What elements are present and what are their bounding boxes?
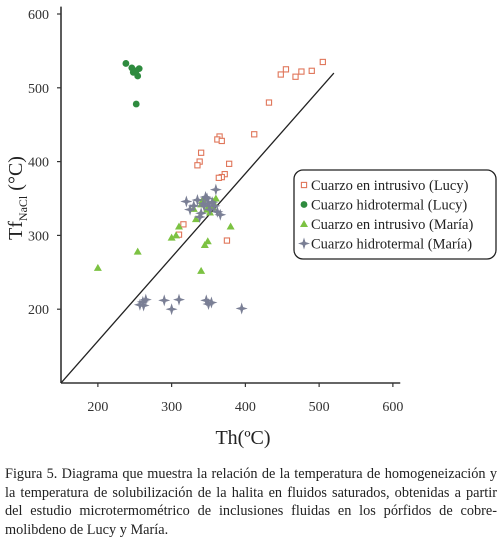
x-tick-label: 500: [309, 400, 330, 415]
data-point: [132, 100, 140, 108]
data-points: [93, 58, 326, 316]
data-point: [203, 237, 212, 245]
data-point: [211, 194, 220, 202]
data-point: [209, 183, 222, 196]
data-point: [139, 293, 152, 306]
y-tick-label: 200: [28, 303, 49, 318]
data-point: [208, 199, 221, 212]
legend-label: Cuarzo hidrotermal (Lucy): [311, 198, 467, 214]
data-point: [93, 263, 102, 271]
data-point: [191, 193, 204, 206]
data-point: [282, 66, 290, 73]
data-point: [214, 208, 227, 221]
data-point: [173, 293, 185, 306]
data-point: [251, 131, 258, 138]
data-point: [198, 195, 207, 203]
x-tick-label: 600: [382, 400, 403, 415]
data-point: [194, 162, 201, 169]
data-point: [197, 149, 205, 156]
y-tick-label: 500: [28, 82, 49, 97]
data-point: [198, 199, 211, 212]
data-point: [308, 67, 315, 74]
legend-marker: [298, 237, 310, 250]
x-tick-label: 300: [161, 400, 182, 415]
scatter-chart: 200 300 400 500 600 200 300 400 500 600 Cuarzo en…: [5, 6, 497, 449]
data-point: [133, 247, 142, 255]
data-point: [135, 65, 143, 73]
data-point: [205, 296, 218, 309]
data-point: [191, 215, 200, 223]
data-point: [193, 210, 206, 223]
data-point: [223, 237, 231, 244]
data-point: [158, 294, 171, 307]
data-point: [197, 266, 206, 274]
y-tick-label: 400: [28, 156, 49, 171]
data-point: [180, 221, 187, 228]
legend-marker: [300, 181, 308, 189]
legend: Cuarzo en intrusivo (Lucy) Cuarzo hidrote…: [293, 169, 497, 260]
legend-label: Cuarzo en intrusivo (Lucy): [311, 178, 469, 194]
data-point: [277, 71, 284, 78]
data-point: [215, 174, 222, 181]
data-point: [137, 299, 150, 312]
diagonal-line: [60, 72, 335, 384]
data-point: [122, 60, 130, 67]
data-point: [134, 72, 142, 80]
data-point: [319, 58, 326, 66]
legend-label: Cuarzo en intrusivo (María): [311, 217, 473, 233]
data-point: [200, 240, 209, 248]
data-point: [167, 233, 176, 241]
series-4: [133, 183, 248, 316]
legend-marker: [300, 201, 308, 208]
x-tick-label: 200: [87, 400, 108, 415]
data-point: [201, 192, 214, 205]
series-1: [175, 58, 326, 244]
data-point: [218, 137, 225, 145]
data-point: [265, 99, 273, 106]
data-point: [202, 298, 215, 311]
data-point: [206, 196, 219, 209]
series-2: [122, 60, 143, 108]
legend-label: Cuarzo hidrotermal (María): [311, 237, 472, 253]
data-point: [172, 231, 181, 239]
data-point: [226, 160, 233, 167]
legend-box: [293, 169, 497, 260]
y-axis-label: TfNaCl (°C): [5, 156, 30, 240]
figure-caption: Figura 5. Diagrama que muestra la relaci…: [5, 466, 497, 538]
data-point: [226, 222, 235, 230]
data-point: [292, 73, 299, 80]
data-point: [298, 68, 305, 75]
y-tick-label: 600: [28, 8, 49, 23]
one-to-one-line: [60, 72, 335, 384]
y-tick-label: 300: [28, 229, 49, 244]
data-point: [175, 222, 183, 230]
legend-marker: [300, 220, 308, 227]
axes: 200 300 400 500 600 200 300 400 500 600: [28, 6, 403, 415]
data-point: [180, 195, 193, 208]
data-point: [184, 203, 197, 216]
x-tick-label: 400: [235, 400, 256, 415]
data-point: [235, 302, 248, 315]
x-axis-label: Th(ºC): [215, 427, 270, 449]
data-point: [165, 303, 178, 316]
